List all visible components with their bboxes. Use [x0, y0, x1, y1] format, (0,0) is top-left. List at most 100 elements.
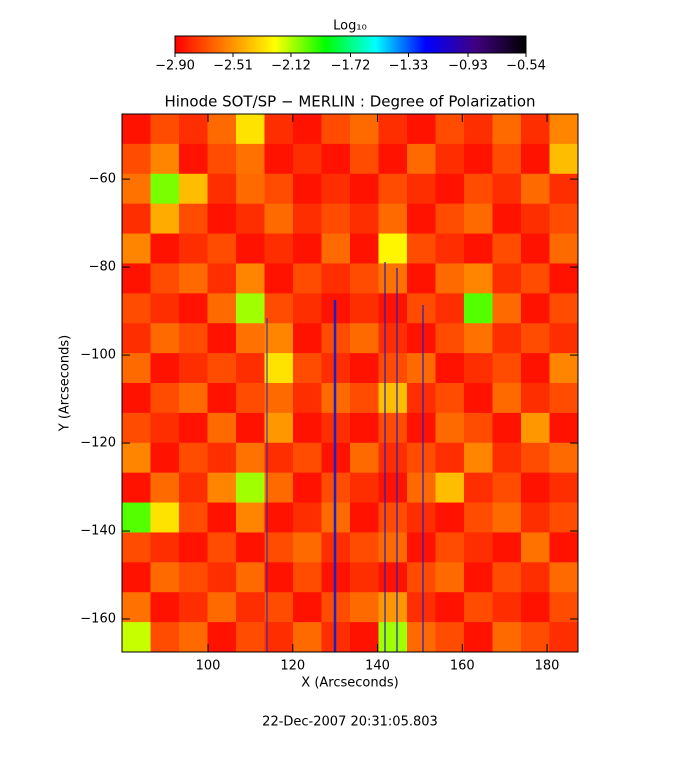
heatmap-cell — [207, 233, 237, 264]
heatmap-cell — [122, 233, 151, 264]
y-tick-label: −160 — [80, 612, 116, 627]
heatmap-cell — [264, 622, 294, 653]
heatmap-cell — [350, 592, 379, 623]
heatmap-cell — [321, 143, 351, 175]
heatmap-cell — [435, 143, 465, 175]
heatmap-cell — [435, 173, 465, 205]
heatmap-cell — [122, 622, 151, 653]
heatmap-cell — [122, 323, 151, 354]
heatmap-cell — [122, 143, 151, 175]
heatmap-cell — [293, 143, 322, 175]
heatmap-cell — [264, 502, 294, 533]
heatmap-cell — [264, 532, 294, 563]
heatmap-cell — [378, 114, 408, 145]
heatmap-cell — [264, 562, 294, 593]
heatmap-cell — [236, 293, 265, 324]
x-tick-label: 120 — [280, 659, 305, 674]
heatmap-cell — [378, 502, 408, 533]
heatmap-cell — [264, 323, 294, 354]
heatmap-cell — [492, 323, 522, 354]
heatmap-cell — [492, 353, 522, 384]
y-tick-label: −60 — [89, 172, 116, 187]
heatmap-cell — [521, 472, 550, 504]
heatmap-cell — [150, 353, 180, 384]
heatmap-cell — [407, 323, 436, 354]
heatmap-cell — [350, 502, 379, 533]
heatmap-cell — [150, 532, 180, 563]
heatmap-cell — [350, 173, 379, 205]
heatmap-cell — [492, 472, 522, 504]
heatmap-cell — [549, 592, 579, 623]
heatmap-cell — [264, 293, 294, 324]
heatmap-cell — [549, 472, 579, 504]
heatmap-cell — [293, 233, 322, 264]
heatmap-cell — [122, 203, 151, 235]
chart-title: Hinode SOT/SP − MERLIN : Degree of Polar… — [164, 93, 535, 111]
heatmap-cell — [350, 203, 379, 235]
heatmap-cell — [150, 472, 180, 504]
heatmap-cell — [521, 383, 550, 414]
heatmap-cell — [549, 383, 579, 414]
heatmap-cell — [207, 293, 237, 324]
heatmap-cell — [521, 114, 550, 145]
colorbar-tick-label: −0.54 — [506, 59, 546, 74]
heatmap-cell — [521, 412, 550, 444]
heatmap-cell — [150, 323, 180, 354]
heatmap-cell — [293, 562, 322, 593]
heatmap-cell — [378, 442, 408, 474]
heatmap-cell — [464, 562, 493, 593]
heatmap-cell — [549, 293, 579, 324]
heatmap-cell — [350, 233, 379, 264]
heatmap-cell — [492, 293, 522, 324]
heatmap-cell — [378, 143, 408, 175]
heatmap-cell — [492, 143, 522, 175]
heatmap-cell — [207, 532, 237, 563]
y-tick-label: −100 — [80, 348, 116, 363]
heatmap-cell — [179, 173, 208, 205]
heatmap-cell — [179, 532, 208, 563]
heatmap-cell — [236, 143, 265, 175]
heatmap-cell — [350, 323, 379, 354]
heatmap-cell — [293, 383, 322, 414]
heatmap-cell — [464, 203, 493, 235]
heatmap-cell — [207, 323, 237, 354]
heatmap-cell — [293, 412, 322, 444]
heatmap-cell — [236, 622, 265, 653]
heatmap-cell — [350, 412, 379, 444]
heatmap-cell — [407, 143, 436, 175]
heatmap-cell — [207, 562, 237, 593]
heatmap-cell — [350, 562, 379, 593]
heatmap-cell — [207, 383, 237, 414]
heatmap-cell — [293, 502, 322, 533]
heatmap-cell — [236, 442, 265, 474]
heatmap-cell — [492, 562, 522, 593]
heatmap-cell — [492, 442, 522, 474]
heatmap-cell — [521, 442, 550, 474]
heatmap-cell — [435, 263, 465, 294]
heatmap-cell — [293, 173, 322, 205]
heatmap-cell — [492, 203, 522, 235]
heatmap-cell — [407, 233, 436, 264]
heatmap-cell — [264, 472, 294, 504]
y-tick-label: −140 — [80, 524, 116, 539]
heatmap-cell — [350, 353, 379, 384]
heatmap-cell — [521, 203, 550, 235]
heatmap-cell — [207, 143, 237, 175]
heatmap-cell — [521, 562, 550, 593]
heatmap-cell — [150, 233, 180, 264]
heatmap-cell — [236, 412, 265, 444]
heatmap-cell — [264, 233, 294, 264]
heatmap-cell — [150, 622, 180, 653]
heatmap-cell — [549, 412, 579, 444]
heatmap-cell — [464, 592, 493, 623]
heatmap-cell — [378, 233, 408, 264]
heatmap-cell — [207, 173, 237, 205]
heatmap-cell — [321, 114, 351, 145]
heatmap-cell — [407, 442, 436, 474]
heatmap-cell — [207, 353, 237, 384]
heatmap-cell — [293, 323, 322, 354]
heatmap-cell — [435, 203, 465, 235]
heatmap-cell — [492, 173, 522, 205]
heatmap-cell — [378, 412, 408, 444]
heatmap-cell — [179, 114, 208, 145]
